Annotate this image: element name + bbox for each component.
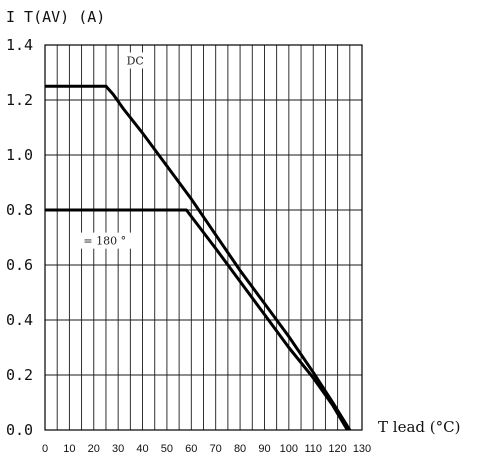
series-line-dc xyxy=(45,84,352,431)
series-label-background xyxy=(120,52,151,69)
x-tick-label: 40 xyxy=(136,443,148,455)
y-tick-label: 0.8 xyxy=(6,201,33,219)
series-group xyxy=(45,84,352,431)
y-tick-label: 0.2 xyxy=(6,366,33,384)
y-tick-label: 1.2 xyxy=(6,91,33,109)
x-tick-label: 30 xyxy=(112,443,124,455)
x-tick-labels: 0 10 20 30 40 50 60 70 80 90 100 110 120 130 xyxy=(42,443,371,455)
series-label-background xyxy=(76,232,133,249)
y-tick-label: 0.6 xyxy=(6,256,33,274)
series-label-180deg: = 180 ° xyxy=(83,235,126,248)
x-tick-label: 0 xyxy=(42,443,48,455)
y-tick-label: 1.4 xyxy=(6,36,33,54)
series-label-dc: DC xyxy=(127,55,144,68)
series-labels: DC = 180 ° xyxy=(76,52,151,249)
x-tick-label: 50 xyxy=(161,443,173,455)
plot-frame xyxy=(44,44,363,431)
plot-border xyxy=(44,44,363,431)
x-tick-label: 20 xyxy=(88,443,100,455)
x-tick-label: 90 xyxy=(258,443,270,455)
y-tick-label: 1.0 xyxy=(6,146,33,164)
x-tick-label: 130 xyxy=(353,443,371,455)
x-tick-label: 80 xyxy=(234,443,246,455)
x-axis-label: T lead (°C) xyxy=(378,418,460,436)
y-axis-label: I T(AV) (A) xyxy=(6,8,105,26)
x-tick-label: 110 xyxy=(304,443,322,455)
x-tick-label: 70 xyxy=(210,443,222,455)
y-tick-label: 0.4 xyxy=(6,311,33,329)
y-tick-label: 0.0 xyxy=(6,421,33,439)
x-tick-label: 10 xyxy=(63,443,75,455)
y-tick-labels: 0.0 0.2 0.4 0.6 0.8 1.0 1.2 1.4 xyxy=(6,36,33,439)
x-tick-label: 60 xyxy=(185,443,197,455)
x-tick-label: 100 xyxy=(280,443,298,455)
x-tick-label: 120 xyxy=(328,443,346,455)
series-line-180deg xyxy=(45,208,349,431)
